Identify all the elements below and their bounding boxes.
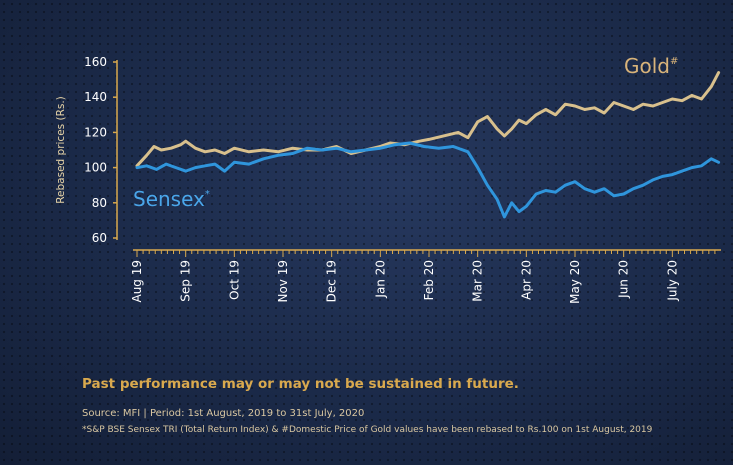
x-tick-label: Sep 19 bbox=[179, 260, 193, 302]
y-tick-label: 160 bbox=[84, 55, 107, 69]
x-tick-label: Jan 20 bbox=[373, 260, 387, 299]
x-tick-label: Nov 19 bbox=[276, 260, 290, 303]
series-label-gold: Gold# bbox=[624, 54, 678, 78]
y-tick-label: 140 bbox=[84, 90, 107, 104]
series-marker: * bbox=[205, 189, 210, 200]
x-tick-label: Dec 19 bbox=[325, 260, 339, 302]
disclaimer-note: Past performance may or may not be susta… bbox=[82, 376, 519, 392]
x-tick-label: July 20 bbox=[665, 260, 679, 302]
line-chart: 60 80 100 120 140 160 Rebased prices (Rs.) Aug … bbox=[55, 54, 721, 304]
y-tick-label: 80 bbox=[92, 196, 107, 210]
x-tick-label: Oct 19 bbox=[227, 260, 241, 300]
series-label-sensex: Sensex* bbox=[133, 187, 210, 211]
y-axis-label: Rebased prices (Rs.) bbox=[55, 96, 67, 204]
y-tick-label: 60 bbox=[92, 231, 107, 245]
x-tick-label: Mar 20 bbox=[471, 260, 485, 302]
labels: Gold# Sensex* bbox=[133, 54, 678, 211]
axes: 60 80 100 120 140 160 Rebased prices (Rs.) Aug … bbox=[55, 55, 721, 304]
x-tick-label: May 20 bbox=[568, 260, 582, 304]
series-line-gold bbox=[135, 71, 721, 168]
x-tick-label: Jun 20 bbox=[617, 260, 631, 299]
x-tick-label: Feb 20 bbox=[422, 260, 436, 300]
y-tick-label: 100 bbox=[84, 161, 107, 175]
y-tick-label: 120 bbox=[84, 125, 107, 139]
source-line: Source: MFI | Period: 1st August, 2019 t… bbox=[82, 408, 365, 419]
series-line-sensex bbox=[135, 141, 721, 219]
x-tick-label: Apr 20 bbox=[519, 260, 533, 300]
x-tick-label: Aug 19 bbox=[130, 260, 144, 303]
series-marker: # bbox=[670, 56, 678, 67]
series-group bbox=[135, 71, 721, 219]
footnote: *S&P BSE Sensex TRI (Total Return Index)… bbox=[82, 425, 653, 435]
